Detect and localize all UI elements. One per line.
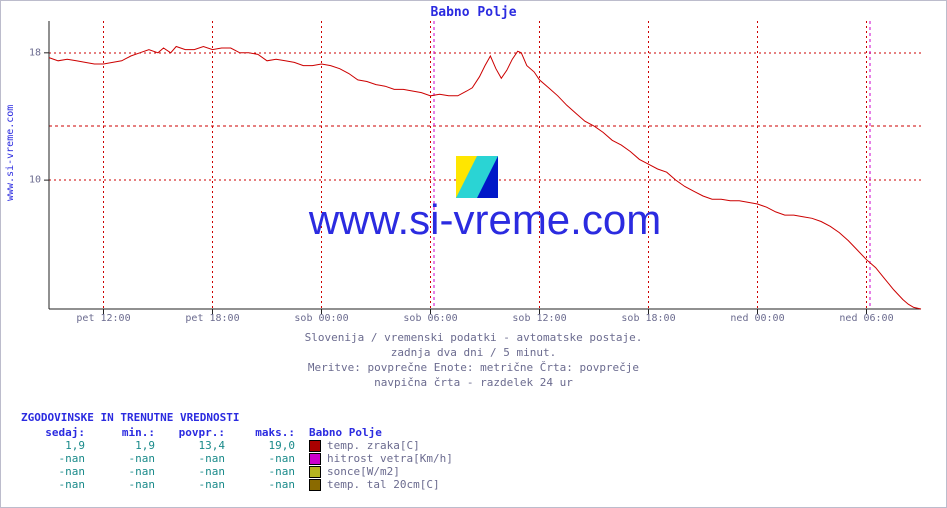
x-tick-label: pet 18:00	[185, 313, 239, 324]
table-row: -nan-nan-nan-nanhitrost vetra[Km/h]	[21, 452, 453, 465]
legend-item: sonce[W/m2]	[309, 465, 400, 478]
x-tick-label: sob 06:00	[403, 313, 457, 324]
table-cell: -nan	[231, 465, 301, 478]
legend-swatch	[309, 479, 321, 491]
legend-label: temp. tal 20cm[C]	[327, 478, 440, 491]
table-cell: 19,0	[231, 439, 301, 452]
col-header: maks.:	[231, 426, 301, 439]
legend-item: temp. tal 20cm[C]	[309, 478, 440, 491]
x-tick-label: sob 12:00	[512, 313, 566, 324]
table-header-row: sedaj: min.: povpr.: maks.: Babno Polje	[21, 426, 453, 439]
x-tick-label: pet 12:00	[76, 313, 130, 324]
legend-item: temp. zraka[C]	[309, 439, 420, 452]
col-header: min.:	[91, 426, 161, 439]
table-cell: 1,9	[91, 439, 161, 452]
table-cell: -nan	[91, 452, 161, 465]
x-tick-label: ned 06:00	[839, 313, 893, 324]
x-ticks: pet 12:00 pet 18:00 sob 00:00 sob 06:00 sob …	[49, 313, 921, 327]
table-cell: 13,4	[161, 439, 231, 452]
chart-title: Babno Polje	[1, 5, 946, 20]
legend-swatch	[309, 466, 321, 478]
table-cell: 1,9	[21, 439, 91, 452]
legend-label: sonce[W/m2]	[327, 465, 400, 478]
y-tick-label: 18	[29, 47, 41, 58]
col-header: povpr.:	[161, 426, 231, 439]
y-axis-site-label: www.si-vreme.com	[5, 105, 16, 201]
subtitle-line: Meritve: povprečne Enote: metrične Črta:…	[1, 361, 946, 376]
x-tick-label: ned 00:00	[730, 313, 784, 324]
legend-item: hitrost vetra[Km/h]	[309, 452, 453, 465]
watermark-icon	[456, 156, 498, 198]
legend-label: hitrost vetra[Km/h]	[327, 452, 453, 465]
table-cell: -nan	[21, 465, 91, 478]
table-cell: -nan	[161, 452, 231, 465]
table-row: -nan-nan-nan-nantemp. tal 20cm[C]	[21, 478, 453, 491]
subtitle-line: zadnja dva dni / 5 minut.	[1, 346, 946, 361]
table-cell: -nan	[21, 478, 91, 491]
table-cell: -nan	[231, 478, 301, 491]
table-cell: -nan	[161, 465, 231, 478]
x-tick-label: sob 18:00	[621, 313, 675, 324]
table-row: -nan-nan-nan-nansonce[W/m2]	[21, 465, 453, 478]
subtitle-line: Slovenija / vremenski podatki - avtomats…	[1, 331, 946, 346]
y-tick-label: 10	[29, 175, 41, 186]
table-row: 1,91,913,419,0temp. zraka[C]	[21, 439, 453, 452]
chart-container: Babno Polje www.si-vreme.com 10 18 www.s…	[0, 0, 947, 508]
table-cell: -nan	[21, 452, 91, 465]
legend-title: Babno Polje	[309, 426, 382, 439]
table-cell: -nan	[91, 478, 161, 491]
table-cell: -nan	[161, 478, 231, 491]
x-tick-label: sob 00:00	[294, 313, 348, 324]
legend-swatch	[309, 453, 321, 465]
table-cell: -nan	[231, 452, 301, 465]
table-cell: -nan	[91, 465, 161, 478]
legend-label: temp. zraka[C]	[327, 439, 420, 452]
col-header: sedaj:	[21, 426, 91, 439]
stats-table: ZGODOVINSKE IN TRENUTNE VREDNOSTI sedaj:…	[21, 411, 453, 491]
stats-table-title: ZGODOVINSKE IN TRENUTNE VREDNOSTI	[21, 411, 453, 424]
legend-swatch	[309, 440, 321, 452]
chart-subtitle: Slovenija / vremenski podatki - avtomats…	[1, 331, 946, 390]
subtitle-line: navpična črta - razdelek 24 ur	[1, 376, 946, 391]
